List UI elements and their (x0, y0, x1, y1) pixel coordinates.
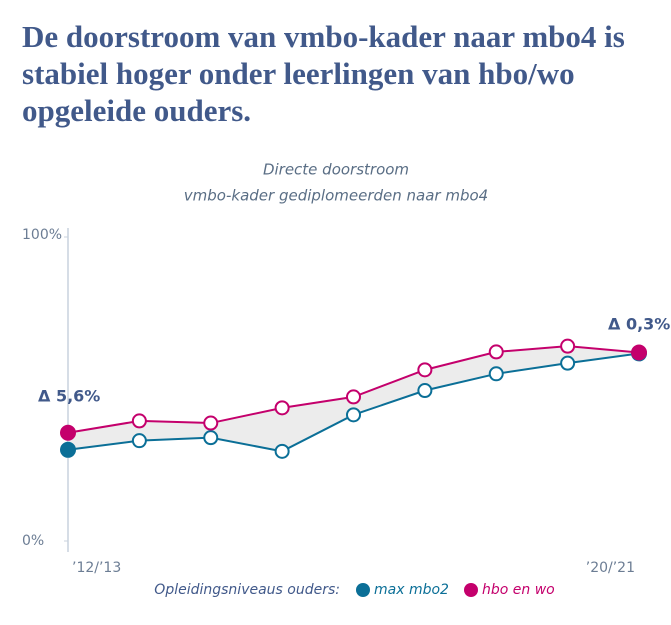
point (60, 424, 76, 441)
point (631, 344, 647, 361)
point (131, 433, 147, 449)
y-tick-label: 100% (22, 227, 62, 243)
y-tick-label: 0% (22, 533, 44, 549)
point (417, 383, 433, 399)
subtitle: vmbo-kader gediplomeerden naar mbo4 (184, 187, 488, 205)
point (560, 338, 576, 354)
annotation: Δ 5,6% (38, 387, 100, 406)
point (131, 413, 147, 429)
point (274, 400, 290, 416)
point (346, 407, 361, 423)
legend-label: hbo en wo (482, 582, 555, 598)
chart-title: De doorstroom van vmbo-kader naar mbo4 i… (22, 19, 625, 128)
point (346, 389, 361, 405)
point (560, 355, 576, 371)
point (417, 362, 433, 378)
legend-label: max mbo2 (374, 582, 449, 598)
point (274, 443, 290, 459)
x-tick-label: ’20/’21 (586, 560, 635, 576)
legend-marker (464, 583, 478, 597)
point (203, 415, 219, 431)
point (488, 366, 504, 382)
point (203, 430, 219, 446)
legend-title: Opleidingsniveaus ouders: (154, 582, 340, 598)
point (60, 441, 76, 458)
annotation: Δ 0,3% (608, 315, 670, 334)
x-tick-label: ’12/’13 (72, 560, 121, 576)
subtitle: Directe doorstroom (263, 161, 409, 179)
point (488, 344, 504, 360)
legend-marker (356, 583, 370, 597)
